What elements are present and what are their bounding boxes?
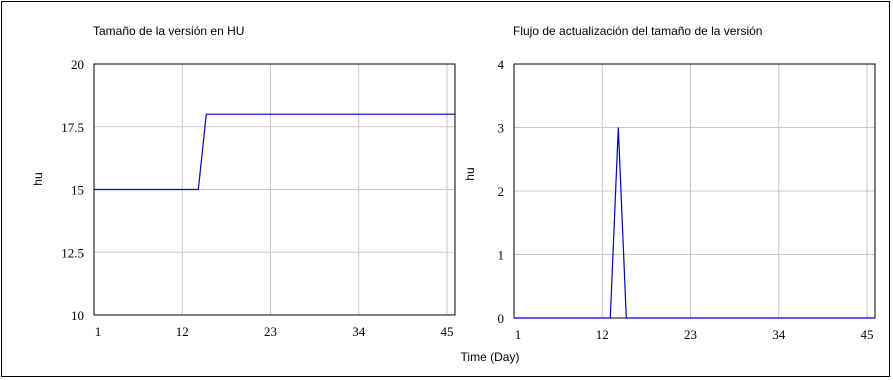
- chart-1-y-tick-label: 10: [71, 308, 84, 323]
- chart-2-x-tick-label: 1: [515, 327, 522, 342]
- chart-2-y-tick-label: 3: [498, 121, 505, 136]
- chart-1-x-tick-label: 23: [264, 324, 277, 339]
- chart-1-x-tick-label: 1: [95, 324, 102, 339]
- chart-1-ylabel: hu: [31, 172, 45, 185]
- chart-2-x-tick-label: 12: [596, 327, 609, 342]
- chart-1-y-tick-label: 12.5: [61, 245, 84, 260]
- chart-2-series-line: [514, 127, 875, 319]
- chart-1-title: Tamaño de la versión en HU: [93, 24, 244, 38]
- chart-1-x-tick-label: 45: [440, 324, 453, 339]
- chart-2-y-tick-label: 0: [498, 311, 505, 326]
- chart-1-series-line: [94, 113, 455, 191]
- chart-1-plot: 10 12.5 15 17.5 20 1 12 23 34 45: [61, 57, 456, 339]
- chart-2-xlabel: Time (Day): [461, 350, 520, 364]
- chart-2-x-tick-label: 34: [772, 327, 786, 342]
- chart-2-ylabel: hu: [463, 167, 477, 180]
- chart-1-x-tick-label: 12: [176, 324, 189, 339]
- chart-1-y-tick-label: 17.5: [61, 120, 84, 135]
- chart-2-x-tick-label: 45: [860, 327, 873, 342]
- chart-2-title: Flujo de actualización del tamaño de la …: [513, 24, 762, 38]
- chart-1-y-tick-label: 15: [71, 183, 84, 198]
- chart-1-y-tick-label: 20: [71, 57, 84, 72]
- chart-2-y-tick-label: 4: [498, 57, 505, 72]
- chart-2-y-tick-label: 1: [498, 248, 505, 263]
- chart-2-y-tick-label: 2: [498, 184, 505, 199]
- chart-2-x-tick-label: 23: [684, 327, 697, 342]
- chart-1-x-tick-label: 34: [352, 324, 366, 339]
